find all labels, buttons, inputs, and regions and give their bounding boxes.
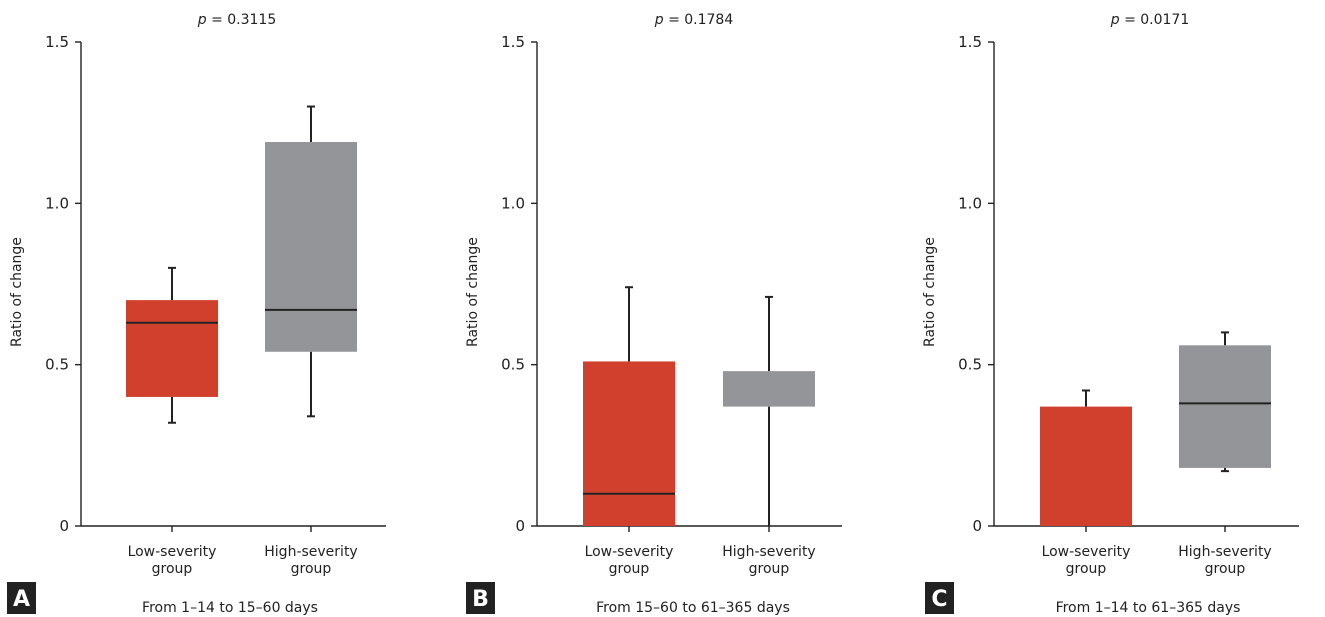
category-label: group — [1205, 561, 1246, 577]
box-high-severity — [265, 105, 357, 418]
category-label: High-severity — [722, 544, 815, 560]
p-symbol: p — [1110, 12, 1120, 28]
panel-caption: From 1–14 to 15–60 days — [142, 600, 318, 616]
y-tick-label: 0 — [59, 517, 69, 535]
y-axis-title: Ratio of change — [9, 237, 25, 347]
panel-letter-badge — [7, 582, 36, 614]
category-label: group — [1066, 561, 1107, 577]
p-value-title: p = 0.0171 — [1110, 12, 1190, 28]
category-label: group — [609, 561, 650, 577]
p-symbol: p — [197, 12, 207, 28]
y-axis-title: Ratio of change — [465, 237, 481, 347]
y-tick-label: 1.0 — [501, 194, 525, 212]
p-value: = 0.3115 — [207, 12, 277, 28]
p-value: = 0.1784 — [664, 12, 734, 28]
y-tick-label: 1.5 — [958, 33, 982, 51]
box-iqr — [126, 300, 218, 397]
y-tick-label: 1.0 — [45, 194, 69, 212]
panel-caption: From 1–14 to 61–365 days — [1056, 600, 1241, 616]
category-label: High-severity — [264, 544, 357, 560]
p-value: = 0.0171 — [1120, 12, 1190, 28]
y-tick-label: 0 — [972, 517, 982, 535]
panel-caption: From 15–60 to 61–365 days — [596, 600, 790, 616]
y-axis-title: Ratio of change — [922, 237, 938, 347]
chart-panel-c: 0 0.5 1.0 1.5 Ratio of change p = 0.0171 Low-s… — [922, 12, 1299, 616]
category-label: group — [291, 561, 332, 577]
y-tick-label: 1.0 — [958, 194, 982, 212]
panel-letter: A — [13, 587, 30, 612]
box-iqr — [1179, 345, 1271, 468]
box-iqr — [583, 361, 675, 526]
category-label: Low-severity — [1042, 544, 1131, 560]
category-label: group — [749, 561, 790, 577]
y-tick-label: 1.5 — [45, 33, 69, 51]
box-iqr — [265, 142, 357, 352]
category-label: Low-severity — [585, 544, 674, 560]
category-label: High-severity — [1178, 544, 1271, 560]
panel-letter: B — [472, 587, 489, 612]
chart-panel-b: 0 0.5 1.0 1.5 Ratio of change p = 0.1784 Low-s… — [465, 12, 842, 616]
y-tick-label: 0 — [515, 517, 525, 535]
y-tick-label: 0.5 — [958, 356, 982, 374]
box-high-severity — [1179, 331, 1271, 473]
panel-letter: C — [931, 587, 947, 612]
box-iqr — [1040, 406, 1132, 526]
panel-letter-badge — [466, 582, 495, 614]
y-tick-label: 0.5 — [45, 356, 69, 374]
box-low-severity — [583, 286, 675, 526]
chart-panel-a: 0 0.5 1.0 1.5 Ratio of change p = 0.3115 Low-s… — [7, 12, 386, 616]
category-label: Low-severity — [128, 544, 217, 560]
box-high-severity — [723, 295, 815, 526]
box-low-severity — [1040, 389, 1132, 526]
p-value-title: p = 0.3115 — [197, 12, 277, 28]
category-label: group — [152, 561, 193, 577]
p-symbol: p — [654, 12, 664, 28]
y-tick-label: 1.5 — [501, 33, 525, 51]
panel-letter-badge — [925, 582, 954, 614]
box-iqr — [723, 371, 815, 407]
box-low-severity — [126, 266, 218, 424]
p-value-title: p = 0.1784 — [654, 12, 734, 28]
y-tick-label: 0.5 — [501, 356, 525, 374]
